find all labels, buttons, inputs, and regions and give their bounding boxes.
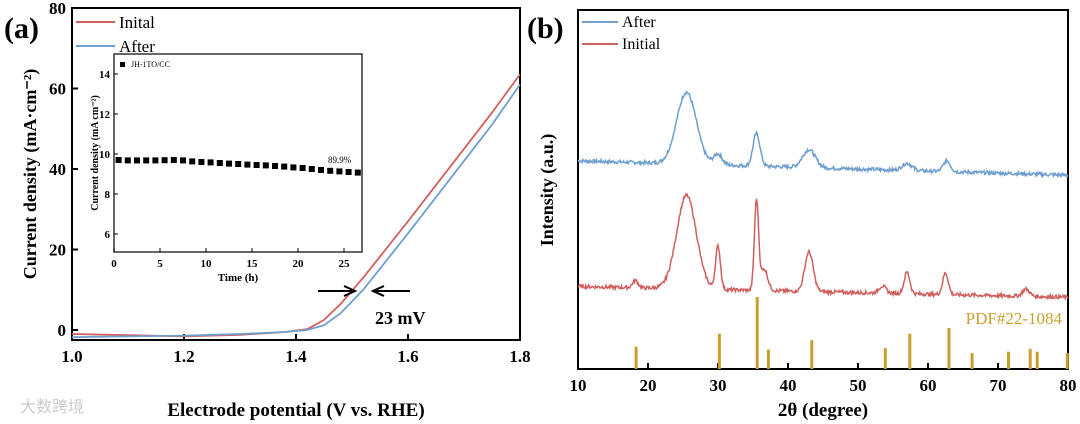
- a-legend-label: After: [119, 37, 155, 56]
- b-xtick-label: 40: [780, 376, 797, 395]
- inset-point: [134, 157, 140, 164]
- a-series-after: [71, 83, 521, 339]
- inset-ylabel: Current density (mA cm⁻²): [90, 95, 101, 211]
- b-legend-label: Initial: [622, 36, 661, 53]
- a-xtick-label: 1.8: [509, 347, 530, 366]
- reference-bar: [766, 349, 770, 369]
- reference-bar: [1007, 351, 1010, 369]
- reference-bar: [947, 327, 951, 369]
- b-xtick-label: 10: [570, 376, 587, 395]
- arrow-left-icon: [370, 285, 410, 297]
- reference-bar: [755, 297, 759, 369]
- inset-point: [308, 166, 315, 172]
- inset-xlabel: Time (h): [218, 272, 259, 284]
- a-xtick-label: 1.6: [397, 347, 418, 366]
- inset-xtick-label: 10: [201, 258, 213, 270]
- b-series-after: [577, 90, 1069, 179]
- inset-xtick-label: 25: [339, 258, 351, 270]
- inset-point: [336, 168, 343, 175]
- inset-xtick-label: 0: [111, 258, 117, 270]
- inset-xtick-label: 20: [293, 258, 305, 270]
- b-xlabel: 2θ (degree): [778, 400, 868, 421]
- b-series-initial: [577, 192, 1069, 302]
- inset-point: [244, 161, 251, 168]
- inset-point: [290, 164, 297, 171]
- inset-point: [161, 157, 168, 164]
- inset-legend-label: JH-1TO/CC: [131, 60, 170, 69]
- reference-bar: [810, 340, 814, 369]
- b-xtick-label: 80: [1060, 376, 1077, 395]
- inset-point: [235, 161, 242, 167]
- reference-bar: [1028, 348, 1032, 369]
- inset-point: [281, 163, 288, 170]
- inset-point: [318, 167, 324, 173]
- inset-point: [189, 158, 196, 165]
- inset-xtick-label: 15: [247, 258, 259, 270]
- inset-point: [327, 167, 334, 174]
- inset-point: [152, 157, 159, 164]
- a-ytick-label: 20: [49, 241, 66, 260]
- b-xtick-label: 20: [640, 376, 657, 395]
- panel-a-label: (a): [4, 12, 39, 45]
- inset-point: [115, 157, 122, 163]
- inset-point: [262, 162, 269, 169]
- inset-annotation: 89.9%: [328, 155, 352, 165]
- inset-legend-marker: [120, 62, 125, 67]
- reference-label: PDF#22-1084: [966, 309, 1063, 328]
- inset-ytick-label: 10: [99, 149, 111, 161]
- reference-bar: [883, 348, 887, 369]
- reference-bar: [717, 333, 721, 369]
- inset-point: [143, 157, 150, 164]
- b-ylabel: Intensity (a.u.): [537, 134, 558, 247]
- reference-bar: [908, 333, 912, 369]
- a-legend-label: Inital: [119, 13, 155, 32]
- b-xtick-label: 60: [920, 376, 937, 395]
- watermark: 大数跨境: [20, 397, 84, 416]
- inset-ytick-label: 14: [99, 69, 111, 81]
- inset-point: [207, 159, 214, 166]
- b-axes-frame: [577, 9, 1069, 370]
- a-xtick-label: 1.4: [285, 347, 307, 366]
- reference-bar: [970, 353, 974, 369]
- a-ytick-label: 60: [49, 80, 66, 99]
- a-xtick-label: 1.2: [173, 347, 194, 366]
- a-annotation: 23 mV: [375, 308, 426, 328]
- inset-ytick-label: 8: [105, 189, 111, 201]
- b-xtick-label: 50: [850, 376, 867, 395]
- reference-bar: [1065, 353, 1069, 369]
- inset-point: [253, 162, 260, 168]
- reference-bar: [634, 346, 638, 369]
- arrow-right-icon: [318, 285, 358, 297]
- inset-point: [354, 169, 361, 176]
- inset-point: [272, 163, 278, 169]
- inset-point: [180, 157, 186, 164]
- panel-b-label: (b): [527, 12, 564, 45]
- inset-frame: [113, 53, 363, 253]
- inset-point: [226, 160, 232, 167]
- b-legend-label: After: [622, 14, 656, 31]
- a-ytick-label: 0: [58, 321, 67, 340]
- a-ylabel: Current density (mA·cm⁻²): [20, 69, 41, 280]
- a-xtick-label: 1.0: [61, 347, 82, 366]
- reference-bar: [1035, 351, 1039, 369]
- inset-point: [216, 160, 223, 166]
- inset-point: [345, 169, 352, 175]
- a-ytick-label: 40: [49, 160, 66, 179]
- inset-ytick-label: 12: [99, 109, 111, 121]
- inset-point: [198, 159, 205, 165]
- a-xlabel: Electrode potential (V vs. RHE): [167, 400, 424, 421]
- b-xtick-label: 70: [990, 376, 1007, 395]
- a-ytick-label: 80: [49, 0, 66, 18]
- b-xtick-label: 30: [710, 376, 727, 395]
- inset-xtick-label: 5: [157, 258, 163, 270]
- inset-point: [299, 165, 306, 171]
- inset-point: [124, 157, 131, 164]
- inset-ytick-label: 6: [105, 229, 111, 241]
- inset-point: [170, 157, 177, 163]
